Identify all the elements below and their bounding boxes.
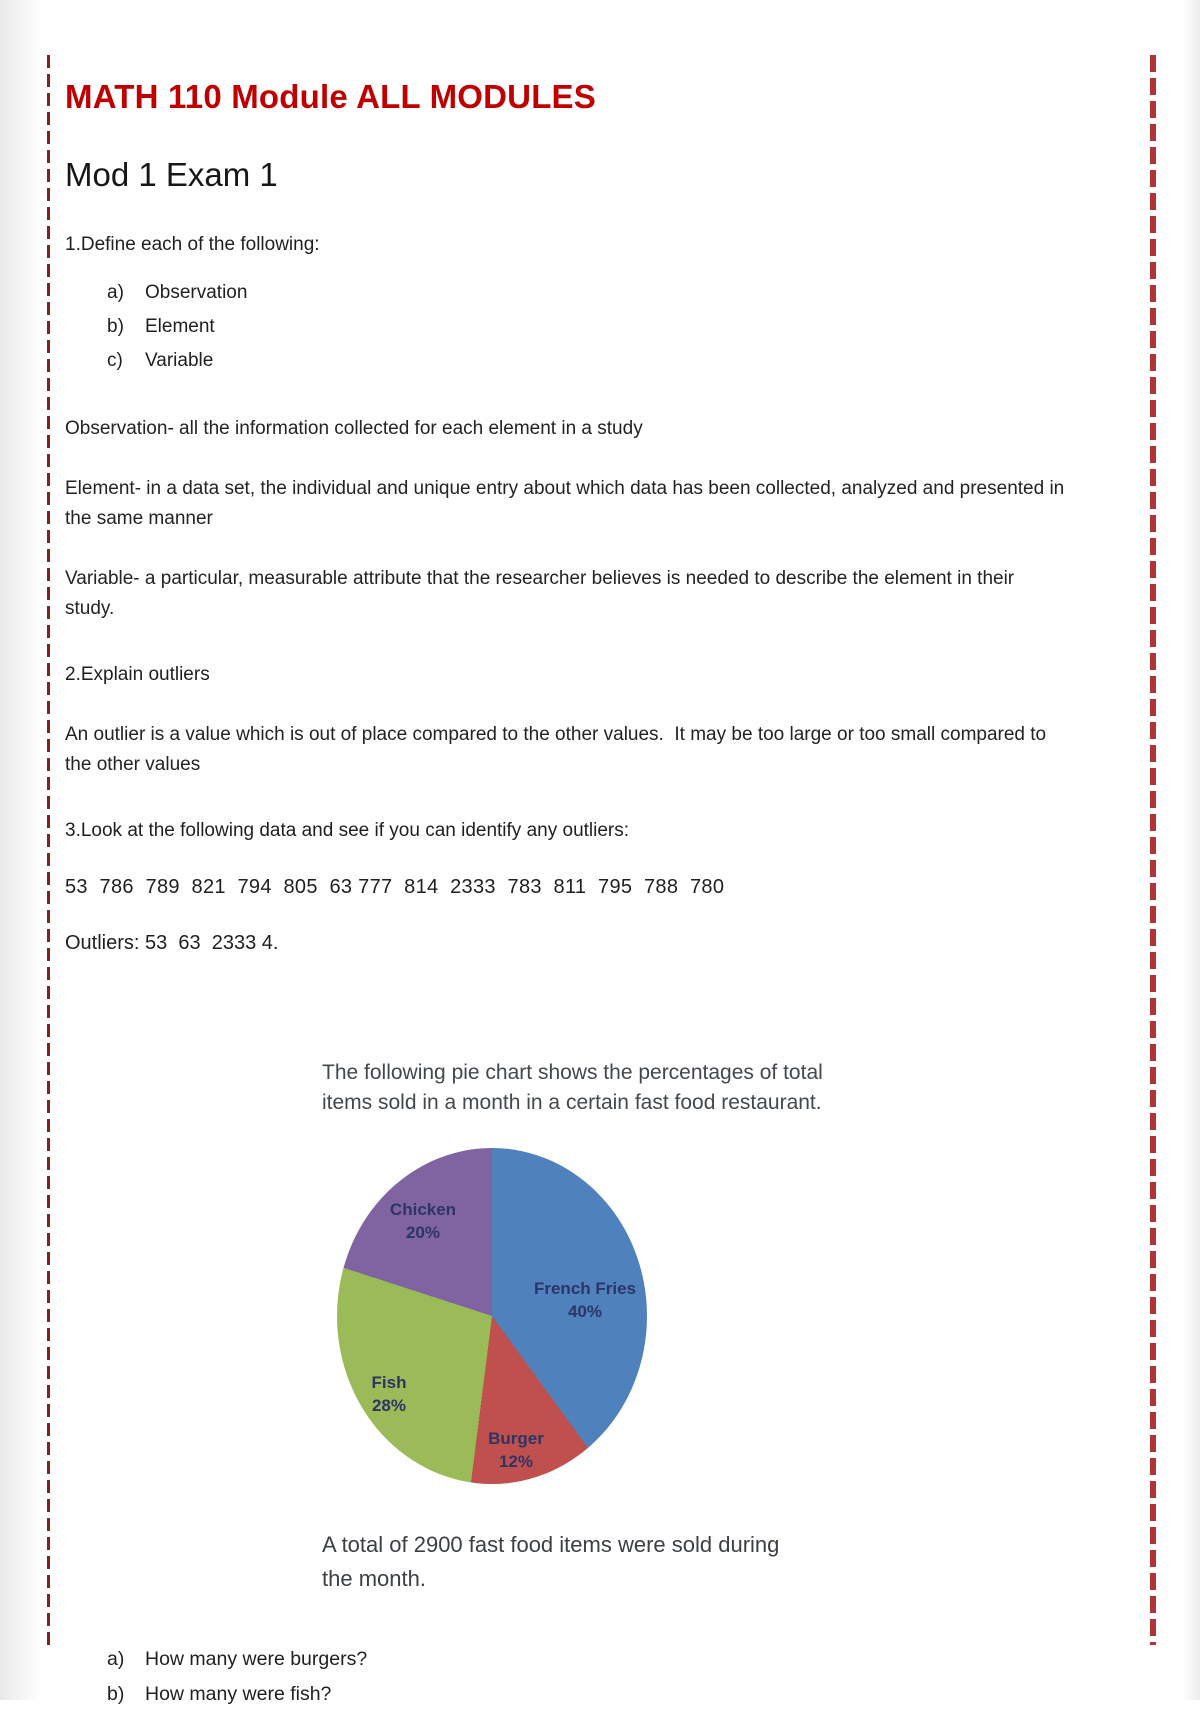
sub-question: a) How many were burgers? <box>107 1642 1075 1677</box>
sub-question: b) How many were fish? <box>107 1677 1075 1712</box>
document-body: MATH 110 Module ALL MODULES Mod 1 Exam 1… <box>65 0 1075 1712</box>
outliers-answer-line: Outliers: 53 63 2333 4. <box>65 932 279 954</box>
list-letter: b) <box>107 1683 125 1705</box>
answer-outlier: An outlier is a value which is out of pl… <box>65 724 1052 775</box>
page-edge-shade-right <box>1182 0 1200 1700</box>
answer-variable: Variable- a particular, measurable attri… <box>65 568 1020 619</box>
list-item: b) Element <box>107 310 1075 344</box>
slice-percent: 40% <box>567 1302 603 1321</box>
list-letter: b) <box>107 316 124 337</box>
question-3-prompt: 3.Look at the following data and see if … <box>65 820 630 841</box>
sub-question-burgers: How many were burgers? <box>145 1648 368 1670</box>
question-4-figure: The following pie chart shows the percen… <box>65 1058 1075 1596</box>
pie-slice-label-fish: Fish 28% <box>372 1372 407 1418</box>
sub-question-fish: How many were fish? <box>145 1683 332 1705</box>
question-2-prompt: 2.Explain outliers <box>65 664 210 685</box>
pie-slice-label-burger: Burger 12% <box>488 1428 544 1474</box>
question-1-term-list: a) Observation b) Element c) Variable <box>107 276 1075 378</box>
answer-element: Element- in a data set, the individual a… <box>65 478 1075 529</box>
slice-percent: 28% <box>371 1396 407 1415</box>
slice-name: Burger <box>488 1429 544 1449</box>
slice-name: French Fries <box>533 1279 637 1299</box>
pie-slice-label-french-fries: French Fries 40% <box>534 1278 636 1324</box>
exam-title: Mod 1 Exam 1 <box>65 156 278 193</box>
term-observation: Observation <box>145 282 248 303</box>
pie-chart-caption: The following pie chart shows the percen… <box>322 1061 823 1114</box>
question-4-sub-questions: a) How many were burgers? b) How many were… <box>107 1642 1075 1712</box>
list-letter: a) <box>107 282 124 303</box>
slice-name: Fish <box>371 1373 407 1393</box>
slice-name: Chicken <box>389 1200 457 1220</box>
list-item: c) Variable <box>107 344 1075 378</box>
dashed-border-right <box>1150 55 1156 1645</box>
pie-slice-label-chicken: Chicken 20% <box>390 1199 456 1245</box>
pie-chart: Chicken 20% French Fries 40% Fish 28% Bu… <box>337 1148 647 1484</box>
answer-observation: Observation- all the information collect… <box>65 418 643 439</box>
term-variable: Variable <box>145 350 214 371</box>
data-values-line: 53 786 789 821 794 805 63 777 814 2333 7… <box>65 876 725 898</box>
pie-chart-total-note: A total of 2900 fast food items were sol… <box>322 1532 780 1591</box>
slice-percent: 20% <box>405 1223 441 1242</box>
question-1-prompt: 1.Define each of the following: <box>65 234 320 255</box>
list-item: a) Observation <box>107 276 1075 310</box>
slice-percent: 12% <box>498 1452 534 1471</box>
term-element: Element <box>145 316 215 337</box>
list-letter: a) <box>107 1648 125 1670</box>
page-edge-shade-left <box>0 0 42 1700</box>
list-letter: c) <box>107 350 123 371</box>
dashed-border-left <box>47 55 50 1645</box>
course-title: MATH 110 Module ALL MODULES <box>65 78 596 115</box>
